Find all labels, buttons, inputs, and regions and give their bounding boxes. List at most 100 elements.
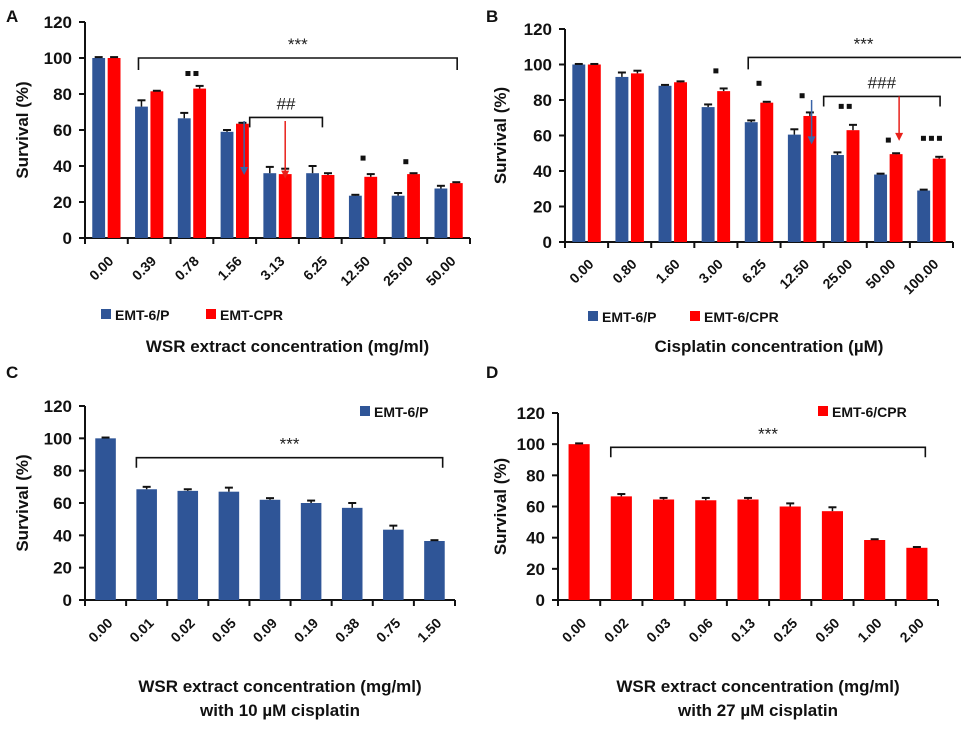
x-tick-label: 0.50 [812,615,843,646]
x-tick-label: 0.06 [685,615,716,646]
bar-emt-6-cpr [587,64,601,242]
panel-letter: A [6,7,18,26]
bar-emt-6-p [830,155,844,242]
x-axis-title: WSR extract concentration (mg/ml) [146,337,429,356]
significance-marker [360,155,366,161]
panel-letter: D [486,363,498,382]
bar-emt-cpr [150,91,164,238]
x-tick-label: 50.00 [423,253,459,289]
y-tick-label: 100 [517,435,545,454]
bar-emt-6-cpr [760,102,774,242]
x-axis-subtitle: with 10 µM cisplatin [199,701,360,720]
significance-bracket [135,456,444,468]
y-tick-label: 0 [536,591,545,610]
x-tick-label: 0.02 [601,615,632,646]
bar-emt-6-p [874,174,888,242]
bar-emt-cpr [107,58,121,238]
bar-emt-6-cpr [674,82,688,242]
x-tick-label: 0.05 [208,615,239,646]
y-tick-label: 80 [53,85,72,104]
x-tick-label: 0.02 [167,615,198,646]
panel-d: D 0 20 40 60 80 100 120 Survival (%) 0.00 0.02 0.03… [486,363,939,720]
x-tick-label: 50.00 [862,256,898,292]
x-tick-label: 1.50 [414,615,445,646]
bar-emt-6-p [658,85,672,242]
bar-emt-6-p [300,503,322,600]
y-tick-label: 60 [53,121,72,140]
x-tick-label: 0.00 [86,253,117,284]
x-tick-label: 0.00 [559,615,590,646]
y-tick-label: 120 [524,20,552,39]
legend-label: EMT-6/P [374,404,428,420]
bar-emt-6-p [136,489,157,600]
y-tick-label: 20 [53,559,72,578]
bar-emt-6-p [701,107,715,242]
legend-swatch [360,406,370,416]
bar-emt-6-cpr [653,499,675,600]
y-axis-title: Survival (%) [13,81,32,178]
bar-emt-cpr [407,174,420,238]
y-tick-label: 40 [526,529,545,548]
legend-swatch [206,309,216,319]
bar-emt-6-p [917,190,931,242]
bar-emt-6-cpr [717,91,731,242]
bar-emt-6-p [348,195,362,238]
bar-emt-6-p [218,491,240,600]
y-tick-label: 80 [526,466,545,485]
significance-label: *** [758,424,778,443]
bar-emt-cpr [236,123,249,238]
bar-emt-6-p [787,134,801,242]
y-tick-label: 80 [533,91,552,110]
legend-swatch [690,311,700,321]
x-tick-label: 6.25 [300,253,331,284]
legend-label: EMT-6/CPR [832,404,907,420]
y-tick-label: 60 [526,498,545,517]
significance-marker [403,159,409,165]
legend-label: EMT-CPR [220,307,283,323]
bar-emt-6-cpr [779,506,801,600]
significance-bracket [609,446,927,458]
panel-letter: C [6,363,18,382]
x-tick-label: 1.56 [214,253,245,284]
y-tick-label: 80 [53,462,72,481]
significance-marker [713,68,719,74]
bar-emt-6-cpr [821,511,843,600]
arrow-down-icon [895,132,904,141]
bar-emt-6-p [263,173,277,238]
x-tick-label: 0.00 [85,615,116,646]
significance-label: *** [854,34,874,53]
y-tick-label: 20 [533,198,552,217]
bar-emt-6-p [177,118,191,238]
legend-label: EMT-6/CPR [704,309,779,325]
y-tick-label: 120 [44,13,72,32]
panel-letter: B [486,7,498,26]
x-tick-label: 0.01 [126,615,157,646]
significance-bracket [822,95,941,107]
bar-emt-6-p [177,490,199,600]
bar-emt-6-cpr [846,130,860,242]
y-tick-label: 120 [44,397,72,416]
significance-marker [928,135,934,141]
bar-emt-6-p [424,540,445,600]
x-tick-label: 0.00 [566,256,597,287]
x-tick-label: 0.09 [250,615,281,646]
bar-emt-6-p [434,188,448,238]
x-tick-label: 0.19 [291,615,322,646]
x-tick-label: 6.25 [739,256,770,287]
bar-emt-6-cpr [695,500,717,600]
bar-emt-6-cpr [803,115,817,242]
significance-marker [838,103,844,109]
y-tick-label: 100 [44,49,72,68]
bar-emt-cpr [193,88,207,238]
bar-emt-6-cpr [568,444,590,600]
bar-emt-6-p [391,195,405,238]
bar-emt-cpr [278,174,292,238]
x-tick-label: 1.00 [854,615,885,646]
y-axis-title: Survival (%) [491,458,510,555]
bar-emt-6-p [95,438,116,600]
x-tick-label: 3.00 [695,256,726,287]
x-tick-label: 1.60 [652,256,683,287]
significance-bracket [248,116,324,128]
x-tick-label: 25.00 [819,256,855,292]
